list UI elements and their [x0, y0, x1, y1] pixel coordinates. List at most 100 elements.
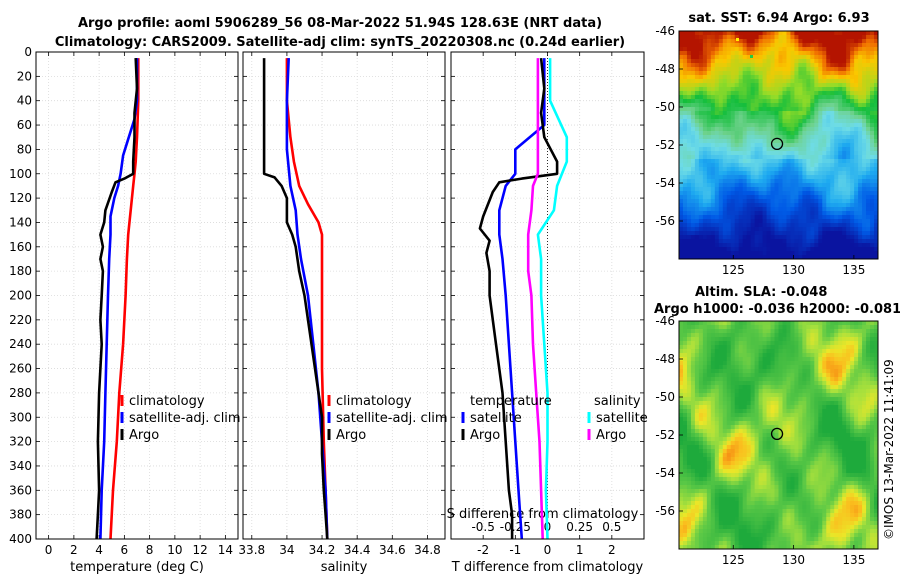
series-line-argo — [262, 58, 329, 539]
ytick-label: 280 — [9, 386, 32, 400]
series-line-s-argo — [526, 58, 544, 539]
ytick-label: 340 — [9, 459, 32, 473]
map-ytick-label: -50 — [655, 100, 675, 114]
ytick-label: 180 — [9, 264, 32, 278]
xtick-label: 34.4 — [344, 543, 371, 557]
ytick-label: 80 — [17, 142, 32, 156]
map-panels: -46 -48 -50 -52 -54 -56 125 130 135 sat. SST: 6.9… — [654, 11, 900, 567]
map-sst-map: -46 -48 -50 -52 -54 -56 125 130 135 sat. SST: 6.9… — [655, 11, 879, 277]
legend-label: Argo — [336, 428, 366, 443]
series-group — [262, 58, 329, 539]
map-raster — [679, 321, 878, 549]
map-ytick-label: -56 — [655, 214, 675, 228]
map-ytick-label: -52 — [655, 138, 675, 152]
ytick-label: 400 — [9, 532, 32, 546]
ytick-label: 240 — [9, 337, 32, 351]
ytick-label: 0 — [24, 45, 32, 59]
plot-frame — [35, 51, 239, 540]
legend-label: Argo — [129, 428, 159, 443]
ytick-label: 320 — [9, 435, 32, 449]
map-xtick-label: 135 — [842, 553, 865, 567]
map-sla-map: -46 -48 -50 -52 -54 -56 125 130 135 Altim. SLA: -… — [654, 285, 900, 567]
map-ytick-label: -46 — [655, 24, 675, 38]
plot-frame — [450, 51, 645, 540]
legend-label: climatology — [129, 394, 205, 409]
profile-panels: 0204060801001201401601802002202402602803… — [9, 45, 648, 575]
map-ytick-label: -54 — [655, 176, 675, 190]
title-line1: Argo profile: aoml 5906289_56 08-Mar-202… — [78, 16, 602, 31]
map-ytick-label: -54 — [655, 466, 675, 480]
land-pixel — [750, 55, 753, 58]
legend-label: climatology — [336, 394, 412, 409]
xaxis-label: temperature (deg C) — [70, 560, 204, 575]
map-xtick-label: 130 — [782, 263, 805, 277]
map-ytick-label: -48 — [655, 352, 675, 366]
map-raster — [679, 31, 878, 259]
timestamp-stamp: ©IMOS 13-Mar-2022 11:41:09 — [882, 359, 896, 540]
top-xtick-label: 0.5 — [602, 520, 621, 534]
legend-label: satellite-adj. clim — [129, 411, 241, 426]
series-line-t-argo — [478, 57, 559, 539]
legend-label: satellite — [470, 411, 522, 426]
legend-label: Argo — [470, 428, 500, 443]
ytick-label: 20 — [17, 69, 32, 83]
xtick-label: 2 — [608, 543, 616, 557]
series-line-climatology — [109, 58, 140, 539]
map-ytick-label: -52 — [655, 428, 675, 442]
legend-header: temperature — [470, 394, 552, 409]
map-subtitle: Argo h1000: -0.036 h2000: -0.081 — [654, 302, 900, 317]
panel-temperature: 0204060801001201401601802002202402602803… — [9, 45, 241, 575]
ytick-label: 300 — [9, 410, 32, 424]
title-line2: Climatology: CARS2009. Satellite-adj cli… — [55, 35, 625, 50]
xtick-label: 34 — [279, 543, 294, 557]
map-title: sat. SST: 6.94 Argo: 6.93 — [688, 11, 869, 26]
xtick-label: 34.6 — [379, 543, 406, 557]
series-line-s-satellite — [536, 58, 569, 539]
ytick-label: 140 — [9, 215, 32, 229]
map-title: Altim. SLA: -0.048 — [695, 285, 827, 300]
legend-label: satellite — [596, 411, 648, 426]
map-ytick-label: -46 — [655, 314, 675, 328]
ytick-label: 60 — [17, 118, 32, 132]
top-xtick-label: -0.25 — [500, 520, 531, 534]
series-group — [95, 58, 140, 539]
ytick-label: 120 — [9, 191, 32, 205]
map-xtick-label: 135 — [842, 263, 865, 277]
xtick-label: -2 — [477, 543, 489, 557]
series-line-climatology — [285, 58, 329, 539]
argo-position-marker — [770, 427, 784, 441]
map-xtick-label: 125 — [722, 263, 745, 277]
xtick-label: 6 — [121, 543, 129, 557]
xaxis-label: salinity — [321, 560, 368, 575]
argo-position-marker — [770, 137, 784, 151]
ytick-label: 360 — [9, 483, 32, 497]
series-group — [478, 57, 569, 539]
ytick-label: 200 — [9, 289, 32, 303]
xtick-label: 1 — [576, 543, 584, 557]
legend-label: Argo — [596, 428, 626, 443]
legend-header: salinity — [594, 394, 641, 409]
xtick-label: 12 — [192, 543, 207, 557]
series-line-argo — [95, 58, 139, 539]
ytick-label: 100 — [9, 167, 32, 181]
top-xtick-label: 0.25 — [566, 520, 593, 534]
xtick-label: 34.2 — [309, 543, 336, 557]
ytick-label: 260 — [9, 362, 32, 376]
ytick-label: 160 — [9, 240, 32, 254]
map-xtick-label: 125 — [722, 553, 745, 567]
map-ytick-label: -50 — [655, 390, 675, 404]
xaxis-label: T difference from climatology — [451, 560, 644, 575]
xtick-label: 8 — [146, 543, 154, 557]
series-line-t-satellite — [498, 58, 546, 539]
xtick-label: 34.8 — [414, 543, 441, 557]
xtick-label: 0 — [544, 543, 552, 557]
ytick-label: 220 — [9, 313, 32, 327]
panel-salinity: 33.8 34 34.2 34.4 34.6 34.8 salinity climatolog… — [238, 51, 448, 575]
plot-frame — [242, 51, 446, 540]
map-xtick-label: 130 — [782, 553, 805, 567]
land-pixel — [736, 38, 739, 41]
top-xtick-label: -0.5 — [471, 520, 494, 534]
series-line-satellite-adj-clim — [99, 58, 139, 539]
ytick-label: 380 — [9, 508, 32, 522]
